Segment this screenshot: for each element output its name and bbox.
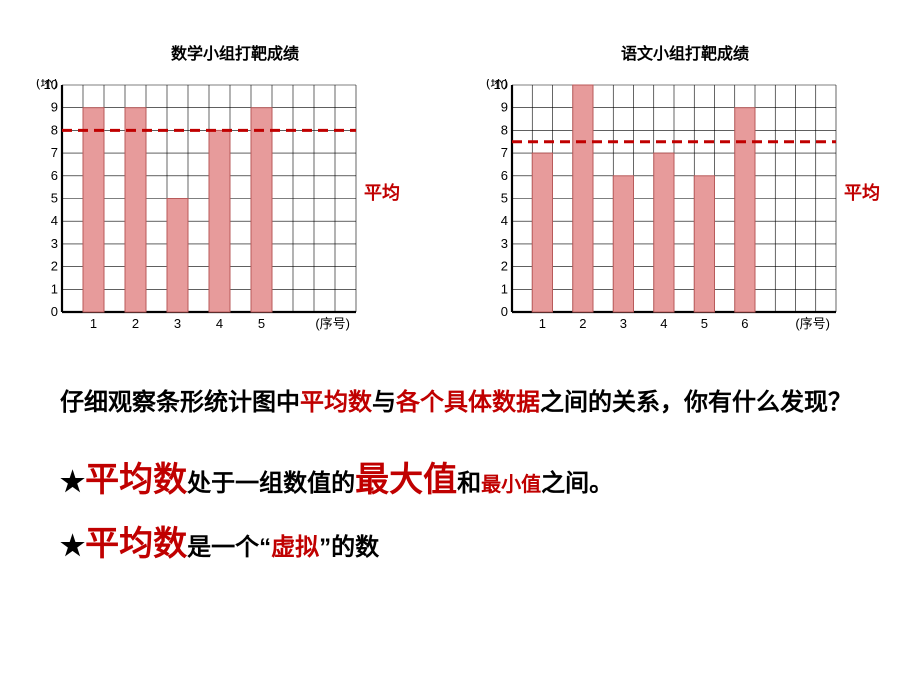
s1-p4: 和 [457,470,481,497]
svg-text:1: 1 [539,316,546,331]
svg-text:3: 3 [174,316,181,331]
svg-text:4: 4 [501,213,508,228]
statement-2: ★平均数是一个“虚拟”的数 [60,516,860,565]
svg-text:2: 2 [51,259,58,274]
svg-text:3: 3 [51,236,58,251]
svg-text:7: 7 [51,145,58,160]
q-p2: 平均数 [300,389,372,416]
svg-text:4: 4 [216,316,223,331]
q-p3: 与 [372,389,396,416]
s2-star: ★ [60,530,85,561]
s2-p4: ”的数 [319,534,379,561]
svg-text:6: 6 [51,168,58,183]
svg-text:(环): (环) [36,79,58,90]
svg-text:5: 5 [258,316,265,331]
text-section: 仔细观察条形统计图中平均数与各个具体数据之间的关系，你有什么发现？ ★平均数处于… [30,384,890,565]
chart-left-svg: 012345678910(环)12345(序号) [30,79,360,334]
svg-text:4: 4 [660,316,667,331]
svg-text:5: 5 [501,191,508,206]
s1-p2: 处于一组数值的 [187,470,355,497]
s1-p1: 平均数 [85,461,187,499]
chart-left-title: 数学小组打靶成绩 [30,40,440,64]
svg-text:0: 0 [501,304,508,319]
q-p1: 仔细观察条形统计图中 [60,389,300,416]
svg-text:8: 8 [501,122,508,137]
s2-p2: 是一个“ [187,534,271,561]
q-p4: 各个具体数据 [396,389,540,416]
avg-label-right: 平均 [844,179,880,205]
svg-text:2: 2 [501,259,508,274]
question-text: 仔细观察条形统计图中平均数与各个具体数据之间的关系，你有什么发现？ [60,384,860,422]
chart-left: 数学小组打靶成绩 012345678910(环)12345(序号) 平均 [30,40,440,334]
svg-text:3: 3 [620,316,627,331]
s2-p1: 平均数 [85,525,187,563]
chart-right: 语文小组打靶成绩 012345678910(环)123456(序号) 平均 [480,40,890,334]
svg-text:(序号): (序号) [795,316,830,331]
q-p5: 之间的关系，你有什么发现？ [540,389,852,416]
svg-text:0: 0 [51,304,58,319]
svg-text:1: 1 [51,281,58,296]
svg-text:1: 1 [90,316,97,331]
svg-text:5: 5 [701,316,708,331]
svg-text:9: 9 [501,100,508,115]
svg-text:6: 6 [501,168,508,183]
svg-text:5: 5 [51,191,58,206]
svg-text:9: 9 [51,100,58,115]
charts-row: 数学小组打靶成绩 012345678910(环)12345(序号) 平均 语文小… [30,40,890,334]
svg-text:1: 1 [501,281,508,296]
svg-text:3: 3 [501,236,508,251]
chart-right-title: 语文小组打靶成绩 [480,40,890,64]
s1-star: ★ [60,466,85,497]
s1-p5: 最小值 [481,474,541,496]
svg-text:(序号): (序号) [315,316,350,331]
svg-text:4: 4 [51,213,58,228]
chart-right-svg: 012345678910(环)123456(序号) [480,79,840,334]
svg-text:2: 2 [579,316,586,331]
svg-text:(环): (环) [486,79,508,90]
s1-p3: 最大值 [355,461,457,499]
avg-label-left: 平均 [364,179,400,205]
s1-p6: 之间。 [541,470,613,497]
statement-1: ★平均数处于一组数值的最大值和最小值之间。 [60,452,860,501]
svg-text:6: 6 [741,316,748,331]
svg-text:2: 2 [132,316,139,331]
s2-p3: 虚拟 [271,534,319,561]
svg-text:8: 8 [51,122,58,137]
svg-text:7: 7 [501,145,508,160]
